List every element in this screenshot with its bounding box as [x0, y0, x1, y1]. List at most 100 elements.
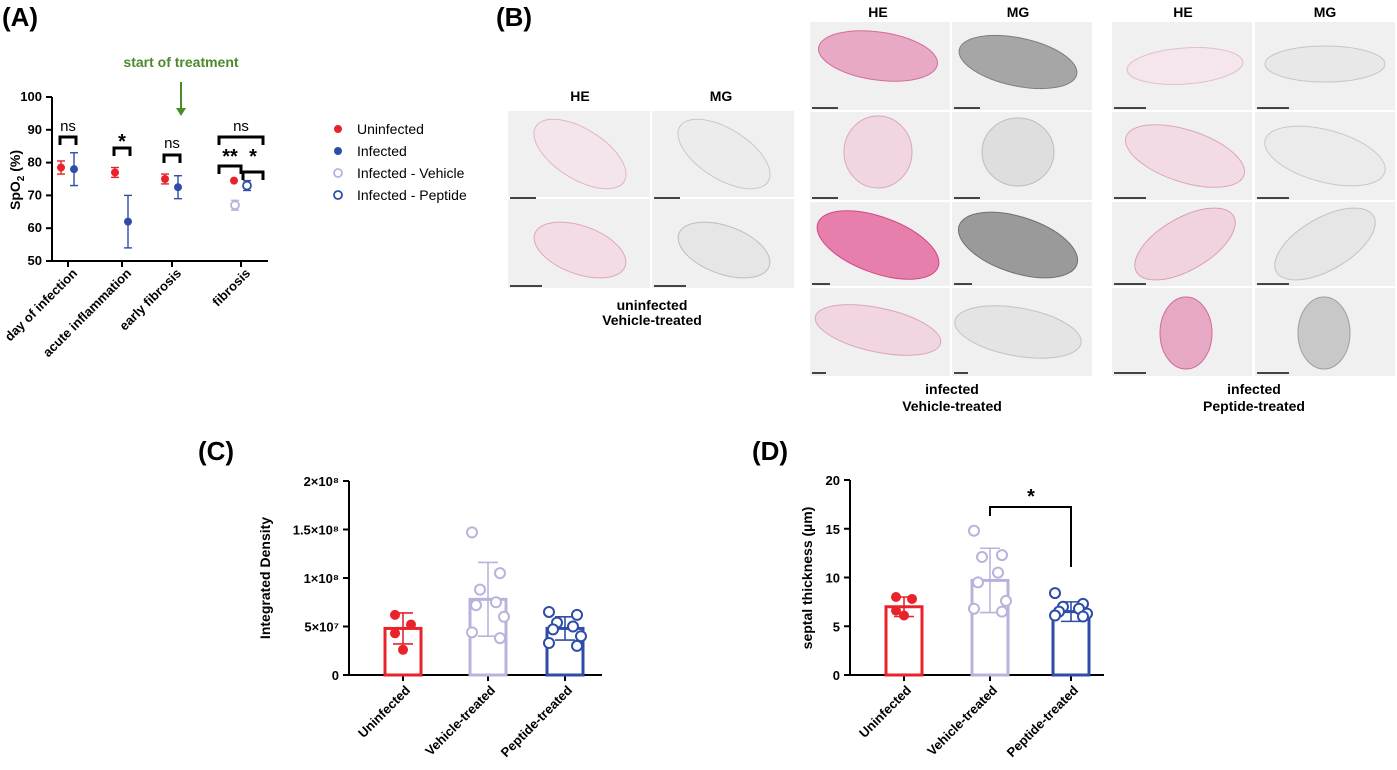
b2-header-mg: MG	[1007, 4, 1030, 20]
legend-marker-uninfected	[334, 125, 342, 133]
a-y-tick-label-70: 70	[28, 187, 42, 202]
a-point-infected-peptide-fibrosis	[242, 180, 252, 191]
sig-label-fibrosis-ns: ns	[233, 118, 249, 135]
d-point-uninfected-2	[891, 605, 901, 616]
d-y-tick-label-2: 10	[826, 571, 840, 586]
c-point-peptide-treated-5	[575, 630, 587, 643]
d-sig-label: *	[1027, 486, 1035, 508]
b2-he-tissue-4	[814, 304, 942, 356]
sig-bracket-early-fibrosis	[162, 153, 182, 163]
c-point-vehicle-treated-0	[466, 526, 478, 539]
b3-mg-tissue-1	[1264, 45, 1386, 83]
panel-a-chart: start of treatment SpO2 (%) 50 60 70 80 90 10…	[2, 54, 467, 360]
panel-b-histology: HE MG uninfected Vehicle-treated HE MG	[508, 4, 1395, 414]
d-point-peptide-treated-7	[1077, 610, 1089, 623]
legend-marker-infected	[334, 147, 342, 155]
b3-mg-tissue-3	[1274, 207, 1376, 281]
c-point-vehicle-treated-6	[466, 626, 478, 639]
d-point-vehicle-treated-6	[968, 602, 980, 615]
d-y-tick-label-0: 0	[833, 668, 840, 683]
sig-bracket-fibrosis-single	[241, 170, 265, 180]
d-point-vehicle-treated-3	[992, 566, 1004, 579]
panel-label-b: (B)	[496, 2, 532, 32]
b3-caption-1: infected	[1227, 381, 1281, 397]
b3-he-tissue-4	[1159, 296, 1213, 370]
legend-label-vehicle: Infected - Vehicle	[357, 165, 465, 181]
b3-he-tissue-3	[1134, 207, 1236, 281]
c-y-tick-label-4: 2×10⁸	[304, 474, 339, 489]
c-point-peptide-treated-1	[571, 608, 583, 621]
a-y-tick-label-60: 60	[28, 220, 42, 235]
d-x-tick-label-uninfected: Uninfected	[856, 682, 914, 740]
b2-he-tissue-1	[817, 30, 939, 82]
b3-mg-tissue-2	[1264, 125, 1386, 187]
d-point-peptide-treated-6	[1049, 609, 1061, 622]
c-point-vehicle-treated-7	[494, 632, 506, 645]
a-point-infected-day-of-infection	[70, 165, 78, 174]
a-point-uninfected-day-of-infection	[57, 163, 65, 172]
c-point-uninfected-2	[390, 628, 400, 639]
b3-header-mg: MG	[1314, 4, 1337, 20]
sig-bracket-acute-inflammation	[112, 146, 132, 156]
d-point-vehicle-treated-4	[972, 576, 984, 589]
b2-he-tissue-3	[816, 210, 940, 280]
d-x-tick-label-peptide-treated: Peptide-treated	[1004, 682, 1082, 760]
d-bar-vehicle-treated	[970, 578, 1010, 677]
sig-label-acute-inflammation: *	[118, 131, 126, 153]
d-sig-bracket	[989, 506, 1072, 567]
d-y-axis-title: septal thickness (µm)	[799, 507, 815, 650]
b1-he-tissue-2	[533, 221, 627, 279]
d-point-vehicle-treated-7	[996, 605, 1008, 618]
c-y-tick-label-0: 0	[332, 668, 339, 683]
b2-caption-1: infected	[925, 381, 979, 397]
c-point-peptide-treated-7	[571, 639, 583, 652]
b2-mg-tissue-2	[981, 117, 1055, 187]
b2-he-tissue-2	[843, 115, 913, 189]
d-point-vehicle-treated-0	[968, 524, 980, 537]
a-point-uninfected-early-fibrosis	[161, 175, 169, 183]
c-x-tick-label-uninfected: Uninfected	[355, 682, 413, 740]
b3-he-tissue-2	[1124, 124, 1246, 188]
b1-mg-tissue-1	[677, 118, 771, 190]
c-y-axis-title: Integrated Density	[257, 517, 273, 639]
legend-label-uninfected: Uninfected	[357, 121, 424, 137]
d-y-tick-label-3: 15	[826, 522, 840, 537]
sig-bracket-fibrosis-ns	[217, 135, 265, 145]
a-point-infected-acute-inflammation	[124, 217, 132, 226]
b2-caption-2: Vehicle-treated	[902, 398, 1002, 414]
c-point-uninfected-1	[406, 619, 416, 630]
c-point-uninfected-0	[390, 609, 400, 620]
d-x-tick-label-vehicle-treated: Vehicle-treated	[924, 682, 1000, 758]
c-x-tick-label-peptide-treated: Peptide-treated	[498, 682, 576, 760]
c-point-peptide-treated-3	[567, 620, 579, 633]
a-y-tick-label-90: 90	[28, 122, 42, 137]
sig-label-fibrosis-single: *	[249, 146, 257, 168]
a-point-uninfected-fibrosis	[230, 176, 238, 185]
a-y-tick-label-100: 100	[20, 89, 42, 104]
c-point-vehicle-treated-5	[498, 610, 510, 623]
d-point-uninfected-0	[891, 592, 901, 602]
sig-bracket-day-of-infection	[58, 135, 78, 145]
legend-label-peptide: Infected - Peptide	[357, 187, 467, 203]
c-point-peptide-treated-0	[543, 605, 555, 618]
c-point-vehicle-treated-4	[470, 599, 482, 612]
b1-he-tissue-1	[533, 118, 627, 190]
legend-marker-peptide	[333, 190, 343, 200]
panel-label-c: (C)	[198, 436, 234, 466]
b1-caption-2: Vehicle-treated	[602, 312, 702, 328]
sig-label-fibrosis-double: **	[222, 146, 238, 168]
b2-mg-tissue-3	[957, 211, 1079, 279]
a-point-uninfected-acute-inflammation	[111, 168, 119, 177]
sig-bracket-fibrosis-double	[217, 164, 243, 174]
d-y-tick-label-1: 5	[833, 619, 840, 634]
c-point-peptide-treated-4	[547, 623, 559, 636]
c-point-vehicle-treated-3	[490, 596, 502, 609]
b3-mg-tissue-4	[1297, 296, 1351, 370]
d-point-vehicle-treated-2	[976, 551, 988, 564]
d-point-uninfected-3	[899, 610, 909, 621]
panel-label-d: (D)	[752, 436, 788, 466]
panel-label-a: (A)	[2, 2, 38, 32]
c-y-tick-label-2: 1×10⁸	[304, 571, 339, 586]
d-point-uninfected-1	[907, 593, 917, 604]
